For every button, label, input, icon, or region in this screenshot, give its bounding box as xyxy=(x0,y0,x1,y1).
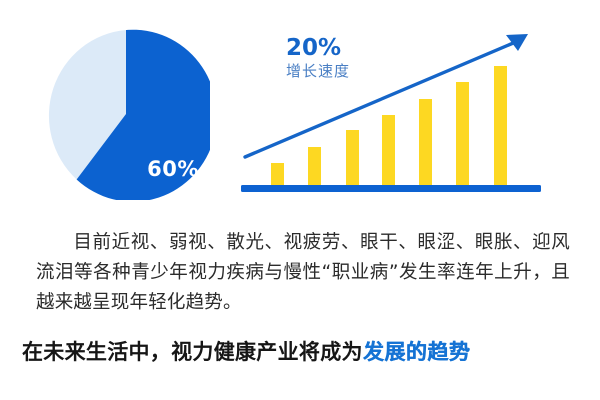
growth-caption: 增长速度 xyxy=(286,62,351,81)
growth-percent: 20% xyxy=(286,35,342,61)
charts-band: 60% xyxy=(42,22,552,202)
bar-6 xyxy=(456,82,469,185)
bar-1 xyxy=(271,163,284,185)
headline-normal: 在未来生活中，视力健康产业将成为 xyxy=(22,340,363,364)
pie-slice-primary xyxy=(76,29,210,200)
bar-3 xyxy=(346,130,359,185)
trend-arrow-icon xyxy=(243,34,528,159)
bar-2 xyxy=(308,147,321,185)
bar-7 xyxy=(494,66,507,185)
chart-baseline xyxy=(241,185,541,192)
headline-accent: 发展的趋势 xyxy=(362,340,471,364)
headline: 在未来生活中，视力健康产业将成为发展的趋势 xyxy=(22,340,582,365)
pie-chart-svg xyxy=(48,29,210,200)
paragraph-line-1: 目前近视、弱视、散光、视疲劳、眼干、眼涩、眼胀、 xyxy=(73,232,533,253)
bar-5 xyxy=(419,99,432,185)
bar-chart: 20% 增长速度 xyxy=(232,22,552,202)
paragraph-line-2: 迎风流泪等各种青少年视力疾病与慢性“职业病”发生率连 xyxy=(36,232,570,283)
growth-annotation: 20% 增长速度 xyxy=(286,35,351,81)
body-paragraph: 目前近视、弱视、散光、视疲劳、眼干、眼涩、眼胀、迎风流泪等各种青少年视力疾病与慢… xyxy=(36,228,570,318)
bar-series xyxy=(271,66,507,185)
pie-data-label: 60% xyxy=(147,157,199,181)
bar-chart-svg xyxy=(241,34,541,192)
bar-4 xyxy=(382,115,395,185)
pie-slice-secondary xyxy=(48,30,127,180)
pie-chart: 60% xyxy=(42,28,210,200)
paragraph-line-3: 年上升，且越来越呈现年轻化趋势。 xyxy=(36,262,570,313)
